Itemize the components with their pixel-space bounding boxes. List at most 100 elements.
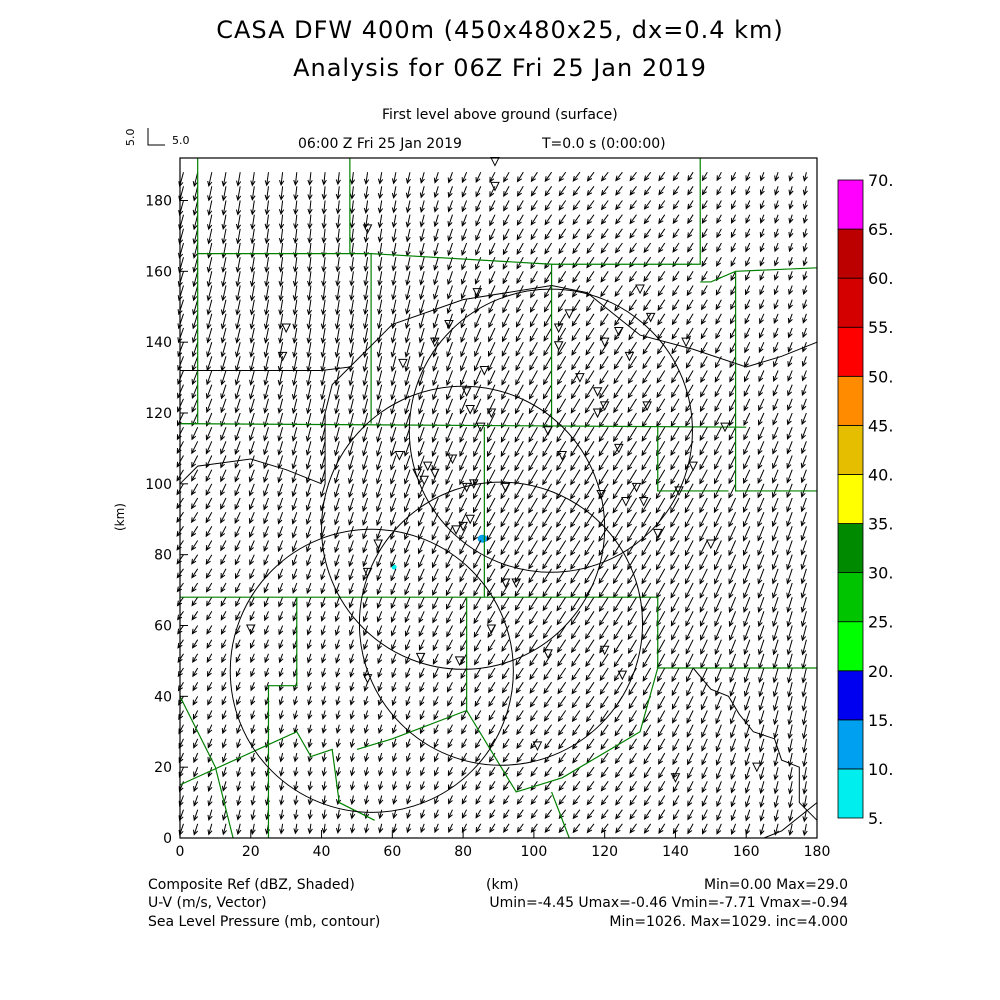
wind-vector bbox=[306, 597, 312, 608]
wind-vector bbox=[730, 809, 737, 822]
wind-vector bbox=[335, 186, 341, 200]
wind-vector bbox=[627, 370, 637, 385]
wind-vector bbox=[614, 752, 623, 765]
wind-vector bbox=[307, 186, 313, 201]
station-marker bbox=[575, 373, 585, 383]
wind-vector bbox=[772, 611, 779, 628]
wind-vector bbox=[642, 356, 652, 370]
wind-vector bbox=[714, 596, 722, 613]
wind-vector bbox=[263, 342, 269, 358]
wind-vector bbox=[349, 710, 355, 720]
wind-vector bbox=[628, 271, 637, 283]
wind-vector bbox=[390, 356, 397, 373]
colorbar-label: 5. bbox=[868, 809, 883, 828]
wind-vector bbox=[391, 299, 397, 315]
wind-vector bbox=[334, 327, 341, 344]
wind-vector bbox=[515, 625, 524, 639]
wind-vector bbox=[787, 667, 793, 684]
wind-vector bbox=[556, 483, 567, 500]
wind-vector bbox=[699, 568, 708, 585]
wind-vector bbox=[758, 398, 765, 412]
wind-vector bbox=[530, 200, 538, 212]
wind-vector bbox=[446, 370, 453, 387]
wind-vector bbox=[291, 483, 298, 498]
wind-vector bbox=[419, 738, 425, 749]
wind-vector bbox=[235, 299, 241, 316]
station-marker bbox=[281, 323, 291, 334]
wind-vector bbox=[406, 752, 411, 763]
wind-vector bbox=[235, 271, 241, 288]
wind-vector bbox=[277, 469, 284, 484]
wind-vector bbox=[192, 242, 199, 259]
wind-vector bbox=[502, 724, 510, 735]
wind-vector bbox=[629, 795, 637, 806]
wind-vector bbox=[207, 823, 213, 836]
wind-vector bbox=[655, 554, 666, 571]
wind-vector bbox=[293, 823, 299, 835]
wind-vector bbox=[627, 625, 637, 641]
wind-vector bbox=[730, 242, 737, 253]
wind-vector bbox=[447, 214, 453, 228]
wind-vector bbox=[418, 596, 425, 610]
wind-vector bbox=[542, 582, 553, 598]
wind-vector bbox=[786, 568, 793, 585]
wind-vector bbox=[786, 526, 793, 542]
wind-vector bbox=[613, 639, 623, 654]
station-marker bbox=[681, 337, 691, 348]
wind-vector bbox=[486, 455, 496, 472]
wind-vector bbox=[250, 653, 255, 664]
wind-vector bbox=[787, 724, 793, 740]
wind-vector bbox=[544, 228, 553, 240]
wind-vector bbox=[757, 441, 765, 455]
wind-vector bbox=[249, 342, 255, 358]
wind-vector bbox=[501, 667, 510, 680]
wind-vector bbox=[700, 384, 708, 398]
wind-vector bbox=[220, 313, 227, 330]
wind-vector bbox=[600, 242, 609, 254]
wind-vector bbox=[264, 242, 270, 259]
wind-vector bbox=[405, 696, 411, 707]
wind-vector bbox=[657, 681, 666, 696]
wind-vector bbox=[320, 327, 326, 344]
wind-vector bbox=[419, 299, 425, 315]
wind-vector bbox=[431, 483, 439, 499]
wind-vector bbox=[774, 200, 780, 210]
wind-vector bbox=[713, 511, 722, 528]
wind-vector bbox=[220, 497, 227, 510]
wind-vector bbox=[501, 625, 510, 639]
wind-vector bbox=[461, 200, 468, 213]
wind-vector bbox=[530, 214, 538, 226]
wind-vector bbox=[759, 781, 765, 795]
station-marker bbox=[592, 387, 603, 397]
wind-vector bbox=[729, 384, 737, 398]
wind-vector bbox=[472, 497, 482, 514]
wind-vector bbox=[801, 356, 807, 368]
wind-vector bbox=[728, 441, 737, 456]
x-tick-label: 60 bbox=[383, 844, 401, 860]
wind-vector bbox=[516, 738, 524, 750]
wind-vector bbox=[628, 299, 637, 312]
wind-vector bbox=[263, 483, 269, 497]
wind-vector bbox=[206, 625, 213, 635]
wind-vector bbox=[220, 427, 227, 441]
wind-vector bbox=[236, 696, 241, 706]
wind-vector bbox=[629, 823, 637, 834]
colorbar-swatch bbox=[837, 719, 864, 770]
wind-vector bbox=[235, 639, 241, 650]
wind-vector bbox=[278, 667, 284, 678]
wind-vector bbox=[405, 257, 411, 272]
wind-vector bbox=[802, 242, 808, 253]
wind-vector bbox=[307, 781, 313, 792]
wind-vector bbox=[279, 738, 285, 749]
wind-vector bbox=[236, 781, 242, 792]
wind-vector bbox=[192, 681, 199, 692]
wind-vector bbox=[643, 200, 652, 210]
wind-vector bbox=[432, 299, 439, 315]
wind-vector bbox=[447, 200, 453, 213]
wind-vector bbox=[759, 809, 765, 822]
wind-vector bbox=[773, 767, 779, 781]
wind-vector bbox=[473, 441, 482, 458]
wind-vector bbox=[191, 370, 199, 386]
wind-vector bbox=[403, 469, 411, 485]
wind-vector bbox=[745, 171, 751, 182]
